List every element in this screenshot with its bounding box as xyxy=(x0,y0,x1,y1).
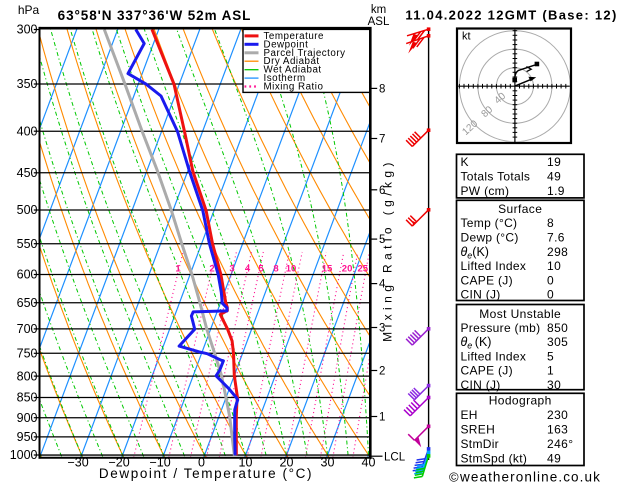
svg-text:kt: kt xyxy=(462,31,471,43)
svg-text:30: 30 xyxy=(321,456,335,470)
svg-text:−20: −20 xyxy=(108,456,129,470)
svg-text:Totals Totals: Totals Totals xyxy=(461,169,531,183)
svg-text:305: 305 xyxy=(547,335,568,349)
svg-text:1: 1 xyxy=(175,263,181,274)
svg-text:Temperature: Temperature xyxy=(264,31,325,42)
svg-text:500: 500 xyxy=(17,203,38,217)
svg-text:49: 49 xyxy=(547,451,561,465)
svg-text:CAPE (J): CAPE (J) xyxy=(461,364,513,378)
svg-text:Dewp (°C): Dewp (°C) xyxy=(461,231,519,245)
svg-text:Lifted Index: Lifted Index xyxy=(461,259,527,273)
svg-text:20: 20 xyxy=(342,263,353,274)
svg-text:10: 10 xyxy=(239,456,253,470)
svg-text:3: 3 xyxy=(229,263,234,274)
svg-text:2: 2 xyxy=(209,263,214,274)
svg-text:Dewpoint: Dewpoint xyxy=(264,39,309,50)
svg-text:850: 850 xyxy=(17,391,38,405)
svg-text:Surface: Surface xyxy=(498,202,542,216)
svg-text:246°: 246° xyxy=(547,437,573,451)
svg-text:Dewpoint / Temperature (°C): Dewpoint / Temperature (°C) xyxy=(99,466,313,481)
svg-text:θe(K): θe(K) xyxy=(461,245,489,260)
svg-text:40: 40 xyxy=(362,456,376,470)
svg-text:CIN (J): CIN (J) xyxy=(461,378,501,392)
svg-text:300: 300 xyxy=(17,23,38,37)
svg-text:0: 0 xyxy=(547,273,554,287)
svg-text:Hodograph: Hodograph xyxy=(489,394,552,408)
svg-text:4: 4 xyxy=(245,263,251,274)
svg-text:PW (cm): PW (cm) xyxy=(461,184,510,198)
svg-text:0: 0 xyxy=(198,456,205,470)
svg-text:20: 20 xyxy=(280,456,294,470)
svg-text:8: 8 xyxy=(547,216,554,230)
svg-text:Isotherm: Isotherm xyxy=(264,73,306,84)
svg-text:3: 3 xyxy=(379,323,385,335)
svg-text:19: 19 xyxy=(547,155,561,169)
svg-text:5: 5 xyxy=(547,349,554,363)
svg-text:30: 30 xyxy=(547,378,561,392)
svg-text:163: 163 xyxy=(547,423,568,437)
svg-text:θe (K): θe (K) xyxy=(461,335,492,351)
svg-text:600: 600 xyxy=(17,268,38,282)
svg-text:450: 450 xyxy=(17,166,38,180)
svg-text:Mixing Ratio: Mixing Ratio xyxy=(264,82,324,93)
svg-text:25: 25 xyxy=(358,263,369,274)
svg-text:750: 750 xyxy=(17,347,38,361)
svg-text:weatheronline.co.uk: weatheronline.co.uk xyxy=(459,470,601,485)
svg-text:Lifted Index: Lifted Index xyxy=(461,349,527,363)
svg-text:800: 800 xyxy=(17,369,38,383)
svg-text:1000: 1000 xyxy=(10,448,38,462)
svg-text:LCL: LCL xyxy=(384,451,406,463)
svg-text:10: 10 xyxy=(547,259,561,273)
svg-text:5: 5 xyxy=(258,263,264,274)
svg-text:StmDir: StmDir xyxy=(461,437,499,451)
svg-text:CAPE (J): CAPE (J) xyxy=(461,273,513,287)
svg-text:950: 950 xyxy=(17,430,38,444)
svg-text:4: 4 xyxy=(379,279,386,291)
svg-text:49: 49 xyxy=(547,169,561,183)
svg-text:10: 10 xyxy=(286,263,297,274)
svg-text:hPa: hPa xyxy=(18,3,40,17)
svg-text:Mixing Ratio (g/kg): Mixing Ratio (g/kg) xyxy=(381,158,395,342)
svg-text:15: 15 xyxy=(322,263,333,274)
svg-text:StmSpd (kt): StmSpd (kt) xyxy=(461,451,528,465)
svg-text:298: 298 xyxy=(547,245,568,259)
svg-text:−10: −10 xyxy=(149,456,170,470)
svg-text:EH: EH xyxy=(461,408,478,422)
svg-text:400: 400 xyxy=(17,124,38,138)
svg-text:7.6: 7.6 xyxy=(547,231,565,245)
svg-text:Parcel Trajectory: Parcel Trajectory xyxy=(264,48,346,59)
svg-text:Temp (°C): Temp (°C) xyxy=(461,216,518,230)
svg-text:Most Unstable: Most Unstable xyxy=(479,307,561,321)
svg-text:−30: −30 xyxy=(67,456,88,470)
svg-text:8: 8 xyxy=(273,263,278,274)
svg-text:650: 650 xyxy=(17,296,38,310)
svg-text:5: 5 xyxy=(379,234,385,246)
svg-text:1: 1 xyxy=(547,364,554,378)
svg-text:Wet Adiabat: Wet Adiabat xyxy=(264,65,322,76)
svg-text:850: 850 xyxy=(547,321,568,335)
svg-text:11.04.2022 12GMT (Base: 12): 11.04.2022 12GMT (Base: 12) xyxy=(405,8,617,23)
svg-text:0: 0 xyxy=(547,288,554,302)
svg-text:SREH: SREH xyxy=(461,423,496,437)
svg-text:8: 8 xyxy=(379,83,385,95)
svg-text:230: 230 xyxy=(547,408,568,422)
svg-text:700: 700 xyxy=(17,322,38,336)
svg-text:CIN (J): CIN (J) xyxy=(461,288,501,302)
svg-text:7: 7 xyxy=(379,134,385,146)
svg-text:km: km xyxy=(371,4,386,16)
svg-text:1: 1 xyxy=(379,412,385,424)
svg-text:Dry Adiabat: Dry Adiabat xyxy=(264,56,320,67)
svg-text:©: © xyxy=(449,470,459,485)
svg-text:63°58'N 337°36'W 52m ASL: 63°58'N 337°36'W 52m ASL xyxy=(58,8,252,23)
svg-text:1.9: 1.9 xyxy=(547,184,565,198)
svg-text:Pressure (mb): Pressure (mb) xyxy=(461,321,541,335)
svg-text:900: 900 xyxy=(17,411,38,425)
svg-text:550: 550 xyxy=(17,237,38,251)
svg-text:ASL: ASL xyxy=(368,16,390,28)
svg-text:2: 2 xyxy=(379,366,385,378)
svg-text:350: 350 xyxy=(17,77,38,91)
svg-text:6: 6 xyxy=(379,185,385,197)
svg-text:K: K xyxy=(461,155,469,169)
